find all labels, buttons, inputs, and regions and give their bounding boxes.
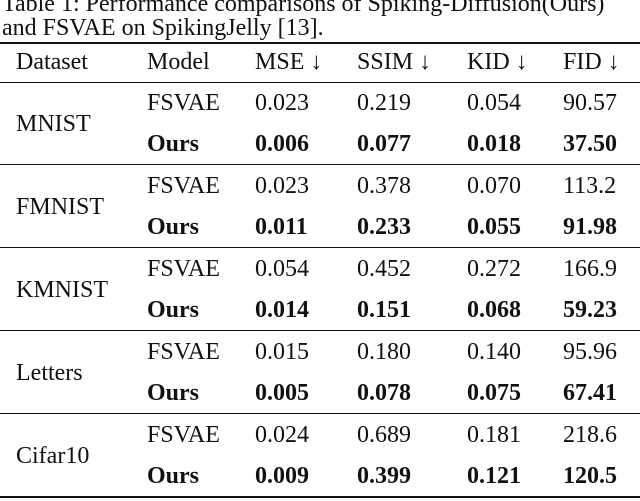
metric-value: 0.272: [467, 256, 521, 282]
column-header: FID ↓: [563, 49, 620, 75]
table-rule: [0, 247, 640, 248]
metric-value: 0.070: [467, 173, 521, 199]
caption: and FSVAE on SpikingJelly [13].: [2, 15, 324, 41]
model-name: Ours: [147, 297, 200, 323]
metric-value: 0.233: [357, 214, 411, 240]
metric-value: 0.024: [255, 422, 309, 448]
metric-value: 0.121: [467, 463, 521, 489]
metric-value: 120.5: [563, 463, 617, 489]
metric-value: 0.009: [255, 463, 309, 489]
table-rule: [0, 496, 640, 498]
metric-value: 0.689: [357, 422, 411, 448]
metric-value: 91.98: [563, 214, 617, 240]
model-name: FSVAE: [147, 90, 220, 116]
metric-value: 95.96: [563, 339, 617, 365]
model-name: Ours: [147, 463, 200, 489]
column-header: Model: [147, 49, 210, 75]
model-name: FSVAE: [147, 339, 220, 365]
metric-value: 0.005: [255, 380, 309, 406]
metric-value: 0.018: [467, 131, 521, 157]
metric-value: 0.378: [357, 173, 411, 199]
table-rule: [0, 330, 640, 331]
metric-value: 59.23: [563, 297, 617, 323]
metric-value: 90.57: [563, 90, 617, 116]
metric-value: 0.180: [357, 339, 411, 365]
column-header: MSE ↓: [255, 49, 323, 75]
metric-value: 0.014: [255, 297, 309, 323]
metric-value: 113.2: [563, 173, 617, 199]
dataset-label: Cifar10: [16, 443, 90, 469]
metric-value: 0.068: [467, 297, 521, 323]
metric-value: 0.452: [357, 256, 411, 282]
metric-value: 166.9: [563, 256, 617, 282]
model-name: FSVAE: [147, 173, 220, 199]
dataset-label: KMNIST: [16, 277, 109, 303]
model-name: FSVAE: [147, 422, 220, 448]
metric-value: 0.023: [255, 173, 309, 199]
metric-value: 0.151: [357, 297, 411, 323]
table-rule: [0, 42, 640, 44]
model-name: FSVAE: [147, 256, 220, 282]
metric-value: 67.41: [563, 380, 617, 406]
model-name: Ours: [147, 131, 200, 157]
metric-value: 0.140: [467, 339, 521, 365]
model-name: Ours: [147, 214, 200, 240]
metric-value: 0.075: [467, 380, 521, 406]
metric-value: 0.054: [467, 90, 521, 116]
metric-value: 0.006: [255, 131, 309, 157]
table-rule: [0, 82, 640, 83]
metric-value: 0.054: [255, 256, 309, 282]
metric-value: 0.078: [357, 380, 411, 406]
metric-value: 0.399: [357, 463, 411, 489]
metric-value: 37.50: [563, 131, 617, 157]
metric-value: 0.023: [255, 90, 309, 116]
metric-value: 0.055: [467, 214, 521, 240]
dataset-label: Letters: [16, 360, 83, 386]
dataset-label: MNIST: [16, 111, 91, 137]
model-name: Ours: [147, 380, 200, 406]
table-rule: [0, 413, 640, 414]
metric-value: 0.181: [467, 422, 521, 448]
column-header: KID ↓: [467, 49, 528, 75]
dataset-label: FMNIST: [16, 194, 105, 220]
metric-value: 218.6: [563, 422, 617, 448]
caption: Table 1: Performance comparisons of Spik…: [2, 0, 605, 17]
metric-value: 0.077: [357, 131, 411, 157]
column-header: Dataset: [16, 49, 88, 75]
table-rule: [0, 164, 640, 165]
metric-value: 0.015: [255, 339, 309, 365]
metric-value: 0.011: [255, 214, 308, 240]
column-header: SSIM ↓: [357, 49, 432, 75]
metric-value: 0.219: [357, 90, 411, 116]
